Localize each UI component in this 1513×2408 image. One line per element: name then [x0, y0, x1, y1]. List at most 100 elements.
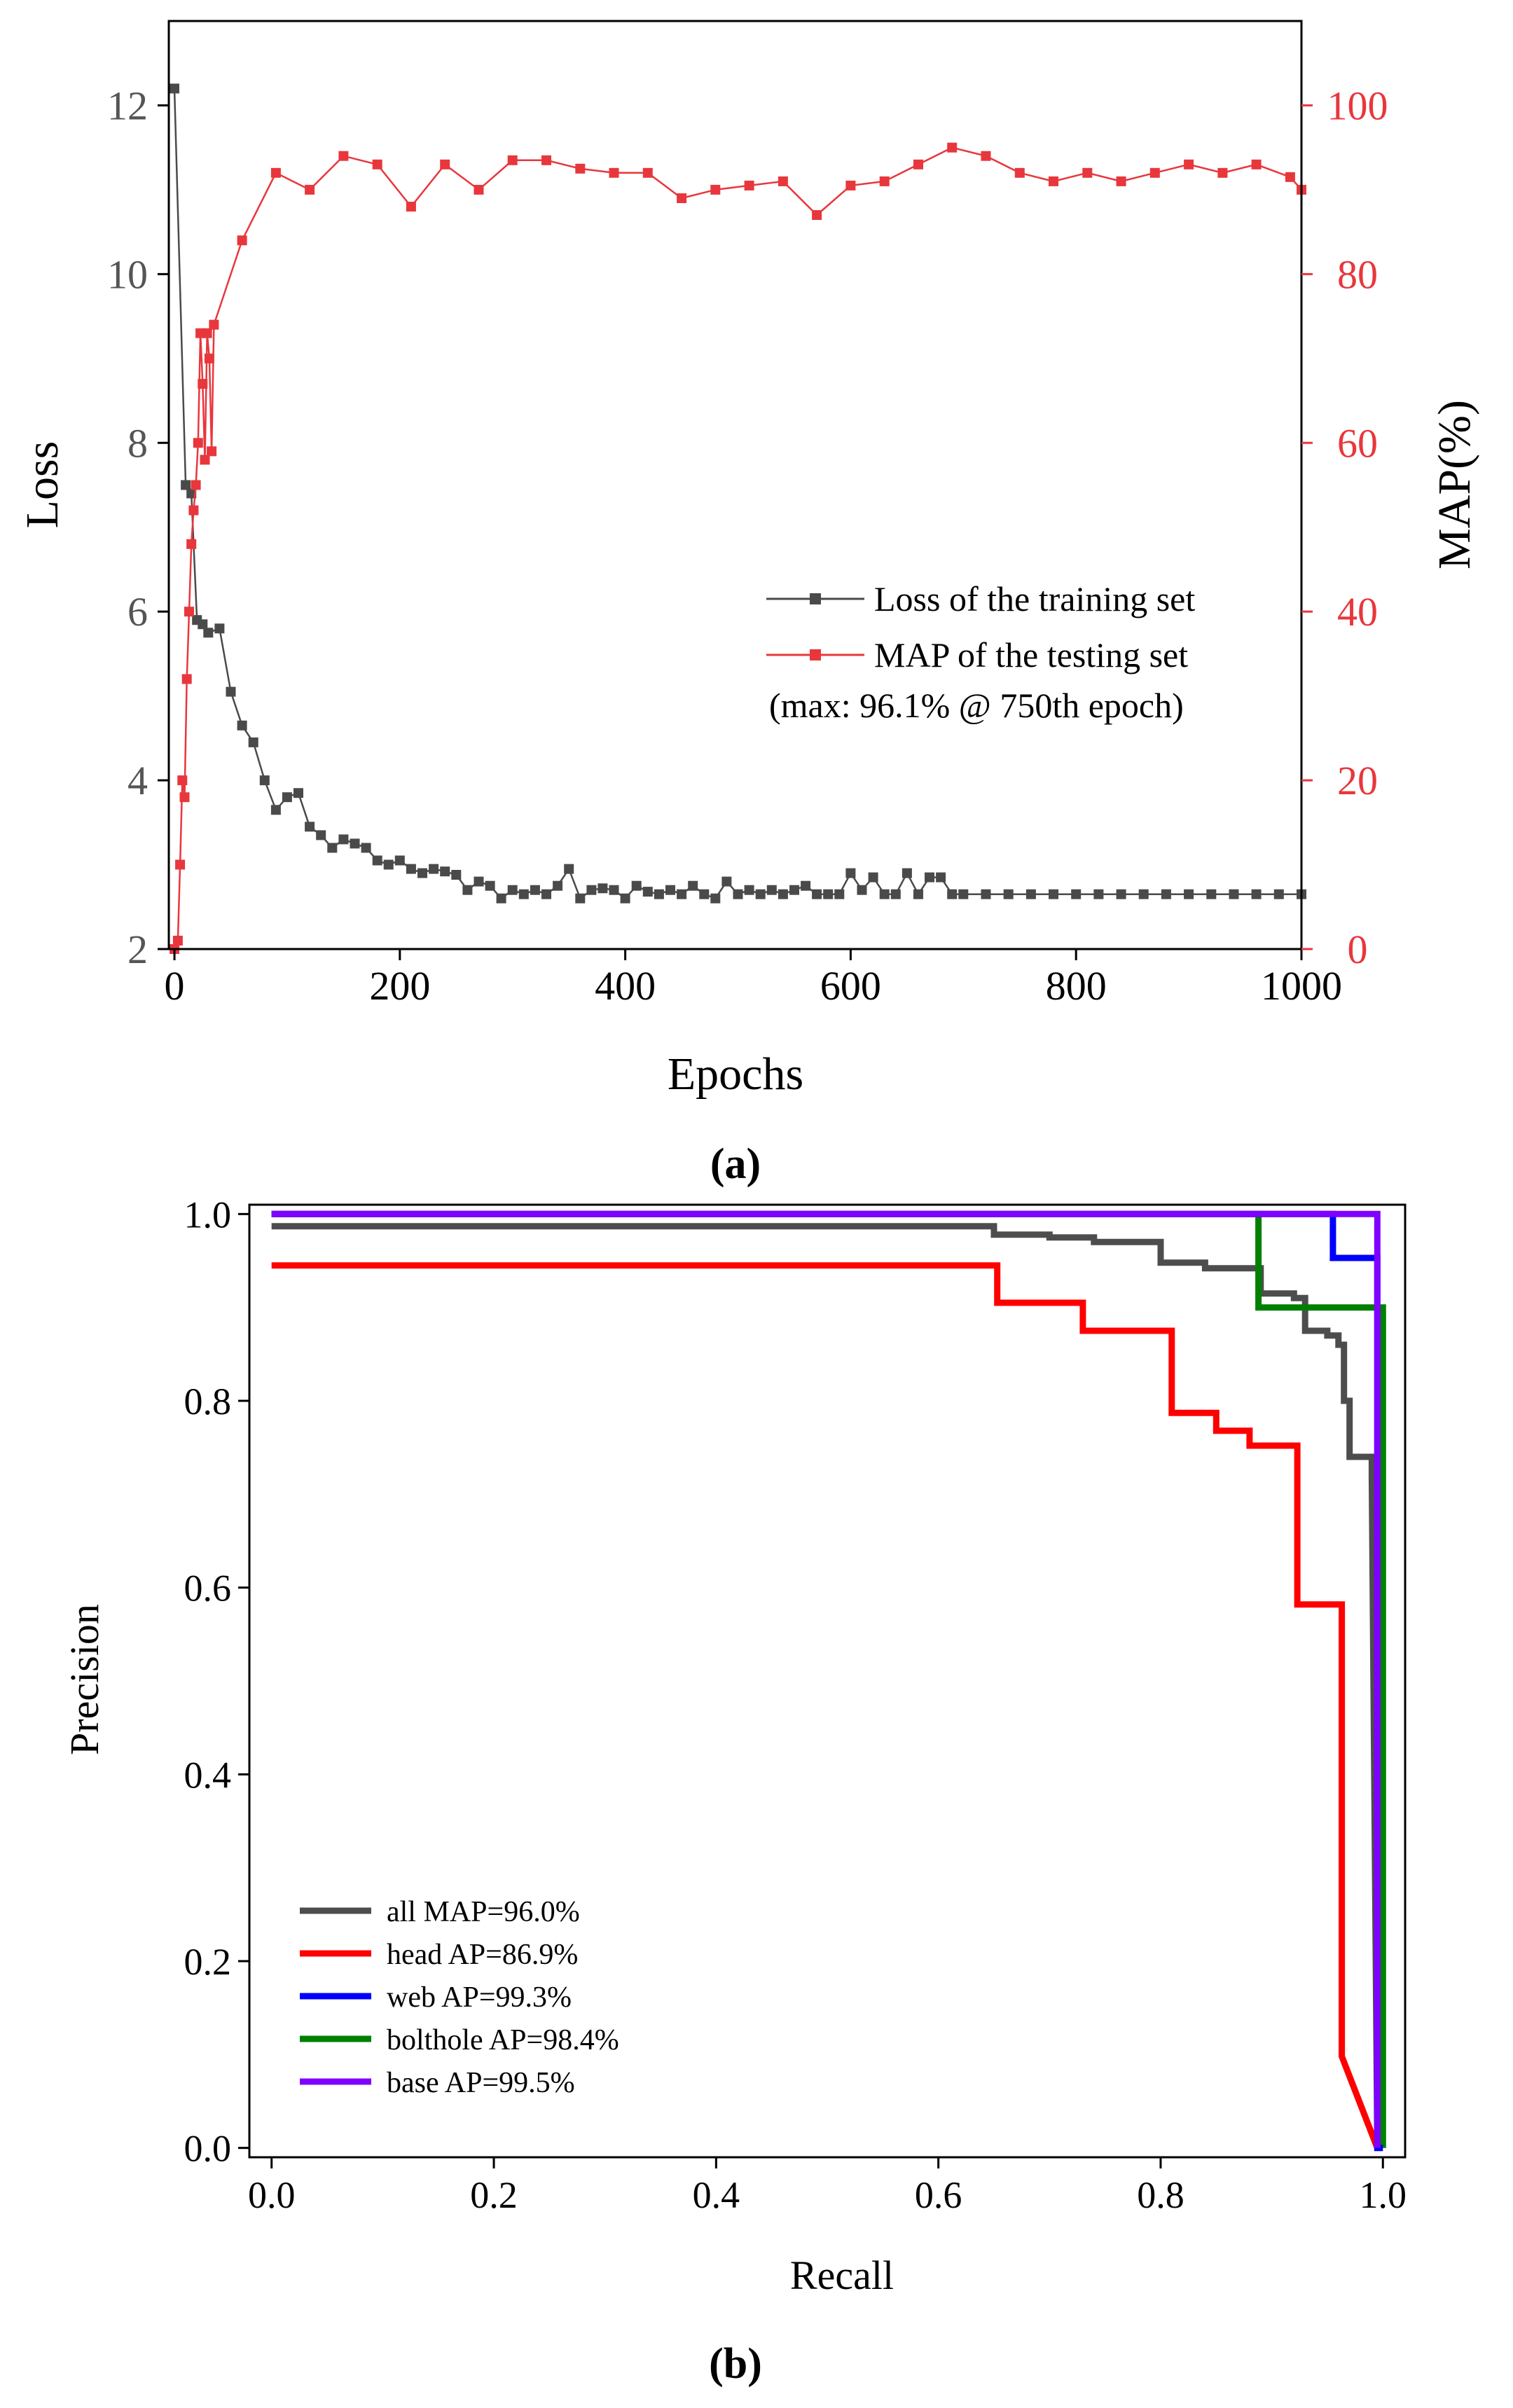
data-point-map — [204, 353, 214, 364]
data-point-loss — [305, 822, 315, 832]
data-point-map — [981, 151, 991, 161]
y-left-tick-label: 2 — [127, 927, 148, 972]
data-point-loss — [890, 889, 901, 899]
data-point-loss — [259, 775, 270, 786]
data-point-loss — [170, 83, 179, 94]
data-point-loss — [429, 864, 439, 874]
chart-a-loss-map: 0 200 400 600 800 1000 2 4 6 8 10 12 0 20 40 60 80 100 Lo… — [17, 20, 1480, 1188]
x-tick-label: 0.2 — [470, 2174, 518, 2216]
data-point-loss — [789, 885, 799, 895]
data-point-loss — [1116, 889, 1126, 899]
x-tick-label: 1.0 — [1360, 2174, 1407, 2216]
data-point-loss — [1229, 889, 1239, 899]
data-point-loss — [677, 889, 687, 899]
data-point-loss — [609, 885, 619, 895]
data-point-loss — [710, 893, 721, 904]
chart-a-legend: Loss of the training set MAP of the test… — [766, 579, 1195, 725]
data-point-loss — [186, 488, 197, 499]
data-point-loss — [778, 889, 788, 899]
x-tick-label: 0.0 — [248, 2174, 296, 2216]
data-point-loss — [270, 805, 281, 815]
data-point-loss — [474, 876, 484, 887]
data-point-map — [947, 142, 958, 153]
series-line-base — [271, 1210, 1381, 2148]
data-point-map — [172, 936, 183, 946]
data-point-loss — [620, 893, 630, 904]
data-point-map — [677, 193, 687, 203]
data-point-map — [186, 539, 197, 549]
x-tick-label: 0.4 — [693, 2174, 740, 2216]
data-point-loss — [597, 883, 608, 894]
data-point-loss — [812, 889, 822, 899]
data-point-map — [237, 235, 247, 246]
data-point-loss — [282, 792, 292, 803]
series-line-map — [173, 146, 1302, 950]
data-point-map — [1116, 176, 1126, 186]
data-point-map — [812, 210, 822, 220]
data-point-loss — [755, 889, 766, 899]
y-tick-label: 1.0 — [184, 1193, 232, 1236]
data-point-loss — [248, 737, 258, 747]
data-point-loss — [214, 623, 225, 634]
data-point-loss — [665, 885, 675, 895]
chart-b-plot-frame — [248, 1203, 1407, 2159]
data-point-loss — [1161, 889, 1171, 899]
data-point-loss — [1184, 889, 1194, 899]
data-point-map — [1217, 167, 1228, 178]
data-point-loss — [1251, 889, 1262, 899]
data-point-loss — [198, 619, 208, 630]
y-right-tick-label: 40 — [1337, 589, 1378, 635]
chart-a-xlabel: Epochs — [668, 1049, 803, 1100]
data-point-loss — [721, 876, 732, 887]
y-tick-label: 0.4 — [184, 1754, 232, 1796]
data-point-loss — [181, 480, 191, 490]
data-point-map — [198, 379, 208, 389]
data-point-loss — [440, 866, 450, 877]
data-point-map — [541, 155, 551, 165]
data-point-loss — [699, 889, 710, 899]
data-point-loss — [834, 889, 845, 899]
data-point-map — [406, 202, 416, 212]
x-tick-label: 800 — [1046, 963, 1107, 1009]
x-tick-label: 0.8 — [1137, 2174, 1184, 2216]
x-tick-label: 200 — [369, 963, 430, 1009]
data-point-loss — [1206, 889, 1217, 899]
data-point-map — [184, 607, 194, 617]
data-point-map — [879, 176, 890, 186]
series-line-head — [271, 1262, 1381, 2150]
chart-a-panel-label: (a) — [710, 1140, 761, 1188]
data-point-loss — [338, 834, 349, 845]
y-tick-label: 0.0 — [184, 2128, 232, 2170]
data-point-loss — [1093, 889, 1104, 899]
data-point-loss — [901, 868, 912, 878]
data-point-loss — [688, 880, 698, 891]
data-point-loss — [936, 872, 946, 883]
data-point-map — [710, 184, 721, 195]
data-point-map — [609, 167, 619, 178]
data-point-map — [1049, 176, 1058, 186]
data-point-loss — [237, 720, 247, 731]
legend-loss-label: Loss of the training set — [874, 579, 1195, 618]
data-point-map — [305, 184, 315, 195]
data-point-map — [1082, 167, 1093, 178]
chart-a-plot-frame — [167, 20, 1303, 950]
data-point-loss — [958, 889, 969, 899]
chart-b-panel-label: (b) — [709, 2340, 762, 2388]
y-right-tick-label: 100 — [1327, 83, 1388, 128]
data-point-loss — [553, 880, 563, 891]
data-point-loss — [293, 788, 303, 798]
data-point-map — [440, 159, 450, 169]
legend-max-note: (max: 96.1% @ 750th epoch) — [769, 686, 1184, 725]
chart-b-precision-recall: 0.0 0.2 0.4 0.6 0.8 1.0 0.0 0.2 0.4 0.6 0.8 1.0 Pre… — [62, 1193, 1407, 2388]
data-point-map — [191, 480, 201, 490]
data-point-loss — [1003, 889, 1014, 899]
data-point-loss — [868, 872, 878, 883]
y-right-tick-label: 20 — [1337, 758, 1378, 803]
data-point-map — [202, 328, 212, 338]
data-point-loss — [947, 889, 958, 899]
legend-label-all: all MAP=96.0% — [387, 1896, 580, 1928]
data-point-map — [193, 438, 203, 448]
chart-b-legend: all MAP=96.0% head AP=86.9% web AP=99.3% bo… — [300, 1896, 619, 2099]
data-point-map — [474, 184, 484, 195]
